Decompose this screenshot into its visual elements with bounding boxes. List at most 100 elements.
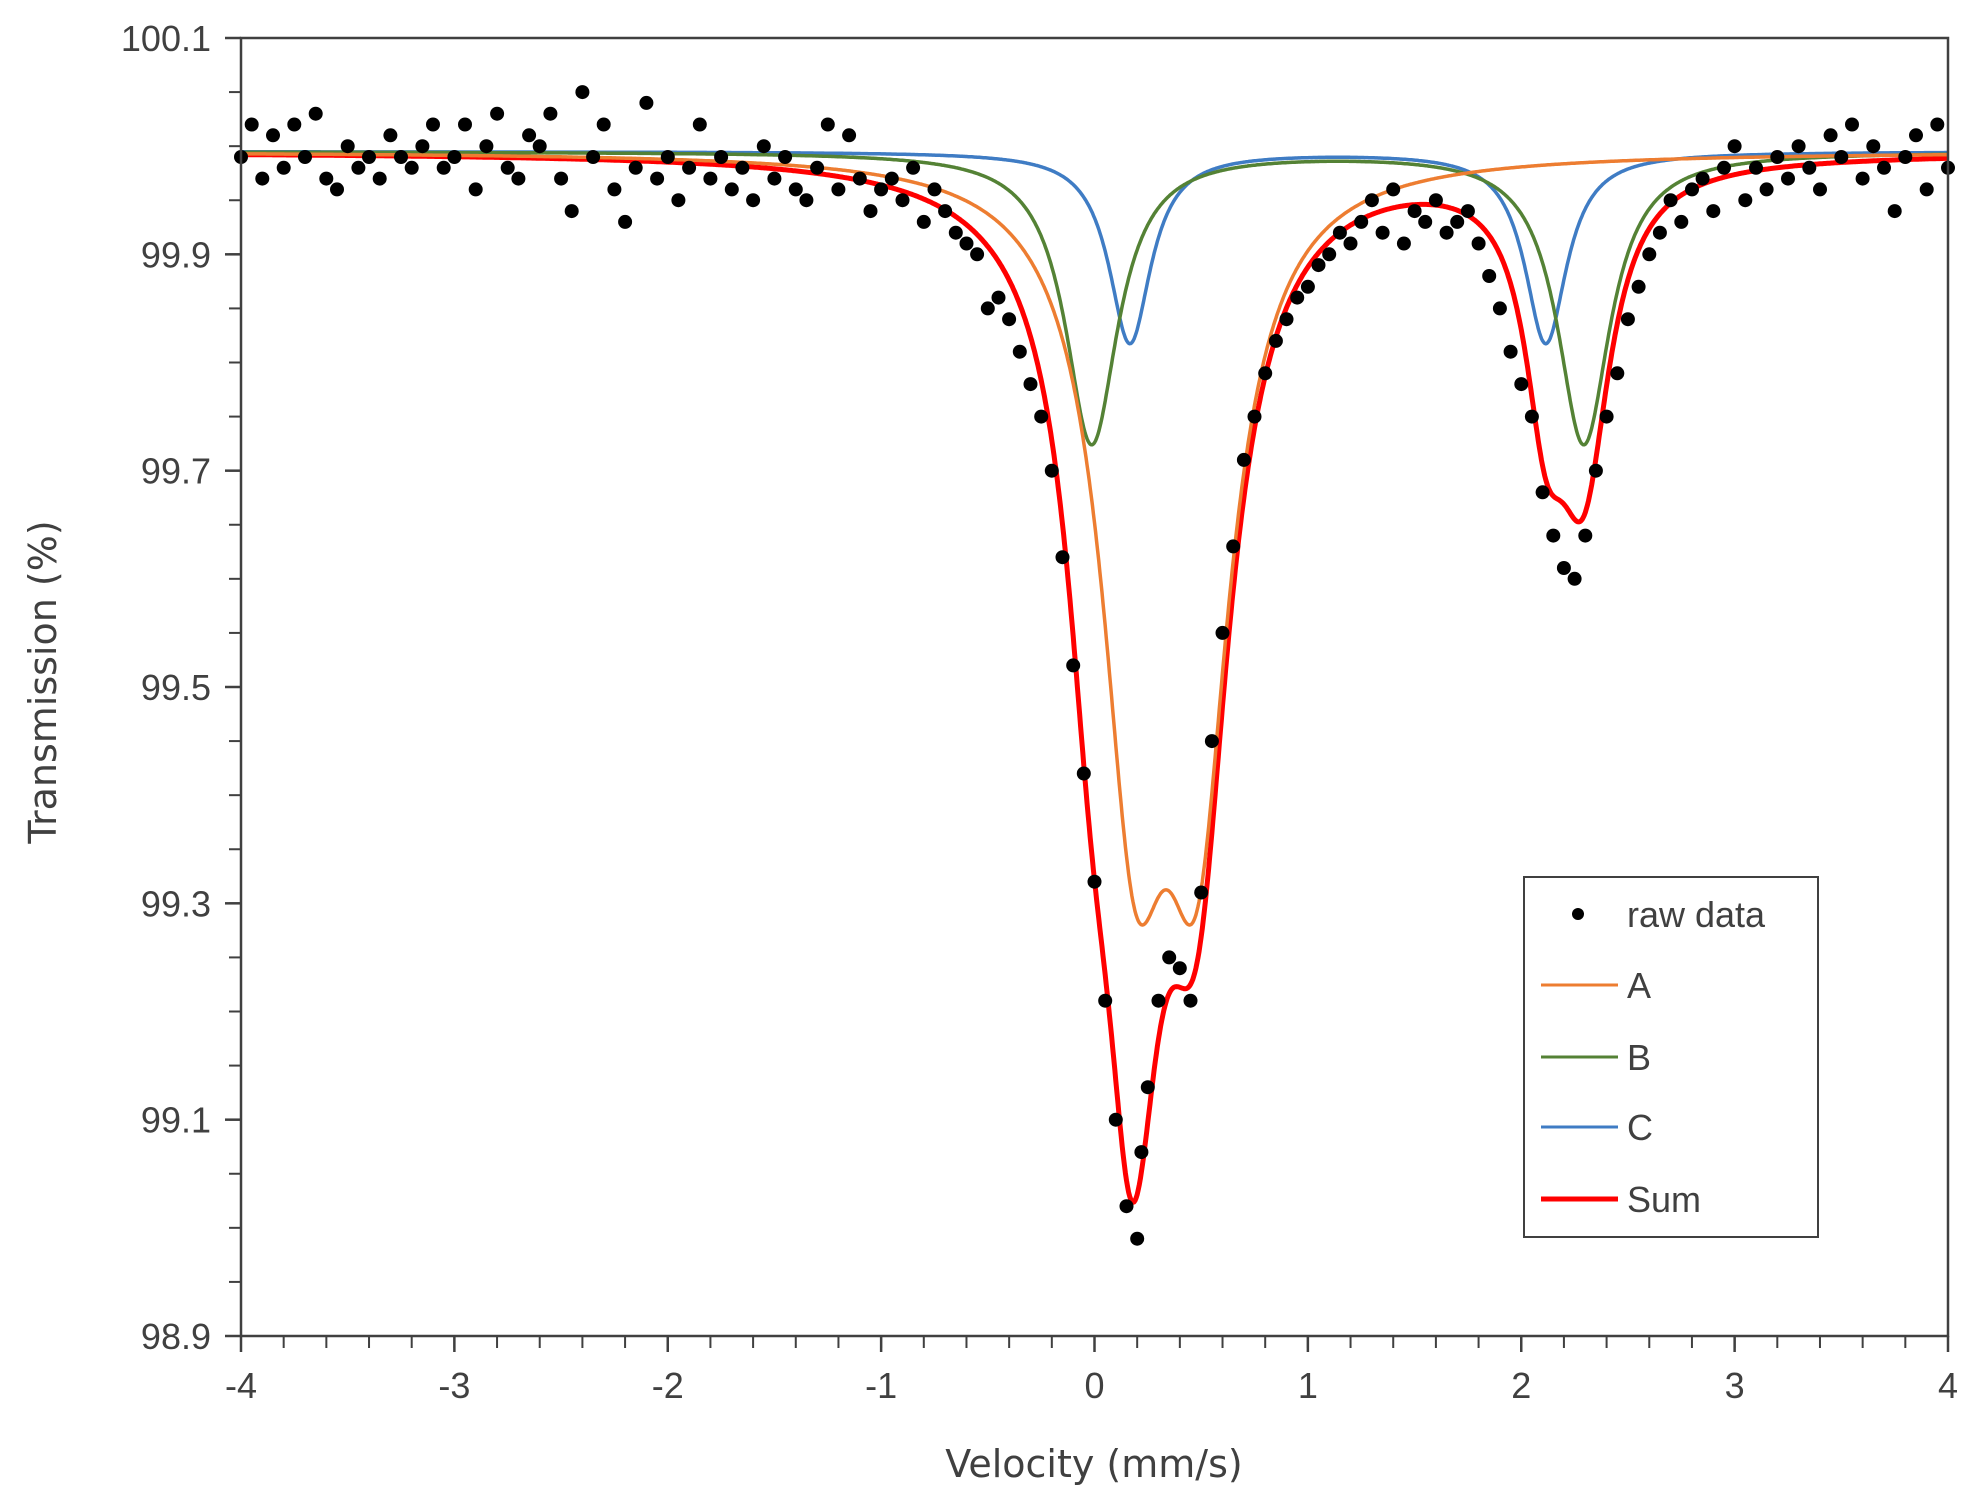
raw-data-point (1140, 1080, 1155, 1095)
raw-data-point (671, 193, 686, 208)
raw-data-point (660, 150, 675, 164)
x-tick-label: 2 (1511, 1365, 1531, 1406)
raw-data-point (1311, 258, 1326, 273)
raw-data-point (1226, 539, 1241, 554)
raw-data-point (404, 160, 419, 175)
raw-data-point (1834, 150, 1849, 164)
raw-data-point (1620, 312, 1635, 327)
raw-data-point (543, 106, 558, 121)
raw-data-point (778, 150, 793, 164)
raw-data-point (1887, 204, 1902, 219)
raw-data-point (1866, 139, 1881, 154)
raw-data-point (980, 301, 995, 316)
raw-data-point (1930, 117, 1945, 132)
raw-data-point (970, 247, 985, 262)
y-axis-title: Transmission (%) (21, 520, 65, 844)
raw-data-point (1108, 1112, 1123, 1127)
raw-data-point (682, 160, 697, 175)
raw-data-point (479, 139, 494, 154)
raw-data-point (351, 160, 366, 175)
raw-data-point (1556, 561, 1571, 575)
raw-data-point (767, 171, 782, 186)
raw-data-point (735, 160, 750, 175)
raw-data-point (1674, 214, 1689, 229)
raw-data-point (500, 160, 515, 175)
raw-data-point (255, 171, 270, 186)
raw-data-point (1738, 193, 1753, 208)
raw-data-point (746, 193, 761, 208)
raw-data-point (1877, 160, 1891, 175)
raw-data-point (1300, 279, 1315, 294)
raw-data-point (1386, 182, 1401, 197)
raw-data-point (1460, 204, 1475, 219)
raw-data-point (383, 128, 398, 143)
raw-data-point (1813, 182, 1827, 197)
y-tick-label: 99.9 (141, 234, 211, 275)
raw-data-point (1332, 225, 1347, 240)
raw-data-point (1023, 377, 1038, 392)
raw-data-point (1823, 128, 1838, 143)
raw-data-point (1631, 279, 1646, 294)
raw-data-point (959, 236, 974, 251)
raw-data-point (1802, 160, 1817, 175)
raw-data-point (1236, 452, 1251, 467)
raw-data-point (319, 171, 334, 186)
raw-data-point (1418, 214, 1433, 229)
raw-data-point (938, 204, 953, 219)
raw-data-point (1706, 204, 1721, 219)
raw-data-point (820, 117, 835, 132)
raw-data-point (1535, 485, 1550, 500)
legend-label-a: A (1627, 965, 1651, 1006)
raw-data-point (703, 171, 718, 186)
raw-data-point (1652, 225, 1667, 240)
raw-data-point (554, 171, 569, 186)
raw-data-point (1567, 571, 1582, 586)
raw-data-point (1471, 236, 1486, 251)
raw-data-point (372, 171, 387, 186)
raw-data-point (1162, 950, 1177, 965)
y-tick-label: 98.9 (141, 1316, 211, 1357)
raw-data-point (1012, 344, 1027, 359)
raw-data-point (1002, 312, 1017, 327)
raw-data-point (1727, 139, 1742, 154)
raw-data-point (596, 117, 611, 132)
raw-data-point (916, 214, 931, 229)
x-tick-label: -2 (652, 1365, 684, 1406)
raw-data-point (1749, 160, 1763, 175)
raw-data-point (1546, 528, 1561, 543)
raw-data-point (1396, 236, 1411, 251)
raw-data-point (1845, 117, 1859, 132)
y-tick-label: 99.1 (141, 1100, 211, 1141)
raw-data-point (948, 225, 963, 240)
raw-data-point (1492, 301, 1507, 316)
raw-data-point (842, 128, 857, 143)
raw-data-point (756, 139, 771, 154)
raw-data-point (788, 182, 803, 197)
raw-data-point (927, 182, 942, 197)
raw-data-point (1610, 366, 1625, 381)
raw-data-point (852, 171, 867, 186)
raw-data-point (810, 160, 825, 175)
raw-data-point (1375, 225, 1390, 240)
raw-data-point (991, 290, 1006, 305)
y-tick-label: 100.1 (121, 18, 211, 59)
raw-data-point (426, 117, 440, 132)
raw-data-point (1407, 204, 1422, 219)
raw-data-point (447, 150, 462, 164)
raw-data-point (1343, 236, 1358, 251)
raw-data-point (1439, 225, 1454, 240)
raw-data-point (874, 182, 889, 197)
raw-data-point (522, 128, 537, 143)
raw-data-point (1482, 269, 1497, 283)
raw-data-point (639, 95, 654, 110)
raw-data-point (714, 150, 729, 164)
raw-data-point (863, 204, 878, 219)
raw-data-point (1428, 193, 1443, 208)
raw-data-point (458, 117, 472, 132)
raw-data-point (1247, 409, 1262, 424)
raw-data-point (724, 182, 739, 197)
raw-data-point (1695, 171, 1710, 186)
raw-data-point (1781, 171, 1795, 186)
raw-data-point (831, 182, 846, 197)
raw-data-point (468, 182, 483, 197)
